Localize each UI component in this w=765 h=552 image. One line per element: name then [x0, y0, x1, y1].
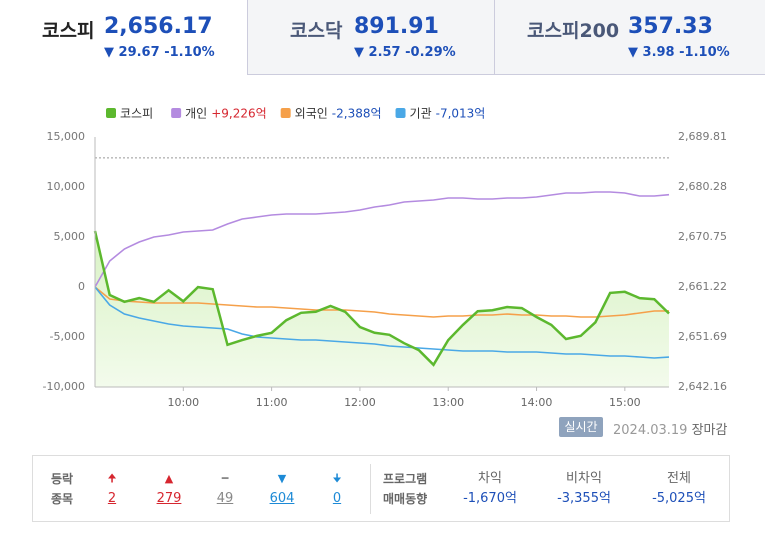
label: 매매동향: [383, 492, 428, 506]
count[interactable]: 0: [332, 491, 342, 506]
icon: 🠋: [332, 472, 342, 485]
tab-value: 891.91: [354, 14, 439, 39]
legend-label: 개인: [185, 107, 207, 121]
tab-value: 2,656.17: [104, 14, 213, 39]
col-value: -5,025억: [652, 491, 706, 506]
y2-tick-label: 2,689.81: [678, 130, 727, 143]
line: [94, 191, 670, 288]
legend-label: 기관: [410, 107, 432, 121]
line: [94, 286, 670, 359]
tab-change: ▼ 29.67 -1.10%: [104, 45, 215, 60]
legend-label: 코스피: [120, 107, 153, 121]
legend-label: 외국인: [295, 107, 328, 121]
count[interactable]: 279: [156, 491, 182, 506]
y2-tick-label: 2,651.69: [678, 330, 727, 343]
x-tick-label: 14:00: [521, 396, 553, 409]
y-tick-label: 10,000: [47, 180, 86, 193]
icon: ━: [221, 472, 229, 485]
tab-change: ▼ 2.57 -0.29%: [354, 45, 456, 60]
y-tick-label: 0: [78, 280, 85, 293]
x-tick-label: 10:00: [167, 396, 199, 409]
line: [94, 286, 670, 318]
count[interactable]: 49: [216, 491, 234, 506]
change: 3.98: [642, 45, 675, 60]
date: 2024.03.19: [613, 423, 688, 438]
tab[interactable]: 코스피200 357.33 ▼ 3.98 -1.10%: [495, 0, 765, 75]
col-value: -1,670억: [463, 491, 517, 506]
count[interactable]: 604: [269, 491, 295, 506]
tab-name: 코스피: [42, 20, 95, 42]
tab-name: 코스닥: [290, 20, 343, 42]
col-name: 차익: [478, 471, 502, 486]
program-column: 차익 -1,670억: [440, 469, 540, 509]
realtime-badge[interactable]: 실시간: [559, 417, 603, 437]
icon: ▼: [277, 472, 287, 485]
label: 등락: [51, 472, 74, 486]
change: 29.67: [118, 45, 160, 60]
chart: -10,000 -5,000 0 5,000 10,000 15,000 2,642.16 2…: [43, 107, 727, 410]
y-tick-label: 5,000: [54, 230, 86, 243]
x-tick-label: 12:00: [344, 396, 376, 409]
market-panel: 등락 종목 🠉 2 ▲ 279 ━ 49 ▼ 604 🠋 0 프로그램 매매동향 차익 -1,670억 비…: [32, 455, 730, 522]
program-column: 비차익 -3,355억: [534, 469, 634, 509]
program-column: 전체 -5,025억: [629, 469, 729, 509]
y-tick-label: -10,000: [43, 380, 85, 393]
breadth-item[interactable]: ━ 49: [195, 469, 255, 509]
col-value: -3,355억: [557, 491, 611, 506]
label: 종목: [51, 492, 74, 506]
x-tick-label: 11:00: [256, 396, 288, 409]
tab-name: 코스피200: [527, 20, 620, 42]
legend-value: +9,226억: [211, 107, 266, 121]
y-tick-label: 15,000: [47, 130, 86, 143]
count[interactable]: 2: [107, 491, 117, 506]
line: [93, 230, 670, 367]
icon: 🠉: [107, 472, 117, 485]
col-name: 비차익: [566, 471, 602, 486]
x-tick-label: 13:00: [432, 396, 464, 409]
y2-tick-label: 2,670.75: [678, 230, 727, 243]
divider: [370, 464, 371, 514]
rate: -0.29%: [405, 45, 456, 60]
legend-marker: [395, 108, 406, 118]
y2-tick-label: 2,642.16: [678, 380, 727, 393]
change: 2.57: [368, 45, 401, 60]
y2-tick-label: 2,680.28: [678, 180, 727, 193]
tab[interactable]: 코스닥 891.91 ▼ 2.57 -0.29%: [248, 0, 495, 75]
y-tick-label: -5,000: [50, 330, 85, 343]
icon: ▲: [164, 472, 174, 485]
x-tick-label: 15:00: [609, 396, 641, 409]
legend-marker: [106, 108, 116, 118]
col-name: 전체: [667, 471, 691, 486]
legend-marker: [171, 108, 182, 118]
area: [95, 231, 669, 387]
legend-marker: [280, 108, 291, 118]
legend-value: -7,013억: [436, 107, 486, 121]
legend-value: -2,388억: [332, 107, 382, 121]
state: 장마감: [691, 423, 728, 438]
breadth-item[interactable]: ▼ 604: [252, 469, 312, 509]
tab-value: 357.33: [628, 14, 713, 39]
rate: -1.10%: [164, 45, 215, 60]
status-date: 2024.03.19 장마감: [613, 419, 727, 438]
breadth-item[interactable]: 🠋 0: [307, 469, 367, 509]
rate: -1.10%: [679, 45, 730, 60]
breadth-item[interactable]: 🠉 2: [82, 469, 142, 509]
tab[interactable]: 코스피 2,656.17 ▼ 29.67 -1.10%: [0, 0, 248, 75]
tab-change: ▼ 3.98 -1.10%: [628, 45, 730, 60]
y2-tick-label: 2,661.22: [678, 280, 727, 293]
breadth-item[interactable]: ▲ 279: [139, 469, 199, 509]
label: 프로그램: [383, 472, 428, 486]
